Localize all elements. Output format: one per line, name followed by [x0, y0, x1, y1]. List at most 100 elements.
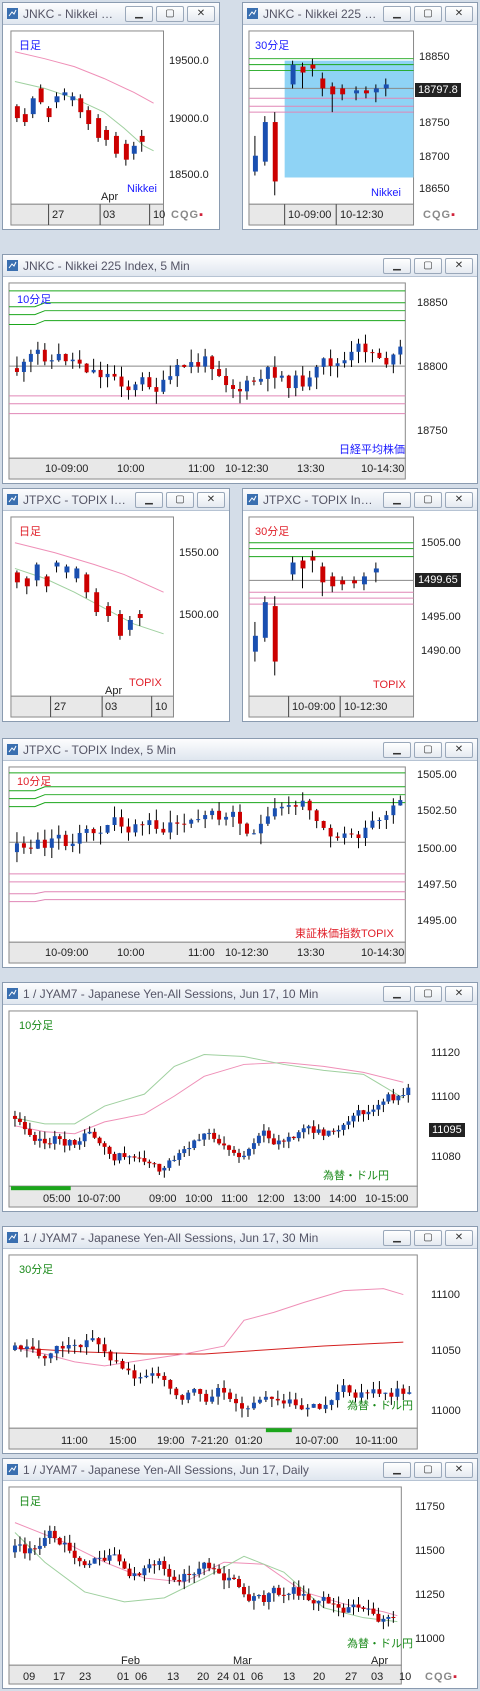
chart-area[interactable]: 10分足 日経平均株価 18850 18800 18750 10-09:00 1… [5, 279, 475, 481]
title-bar[interactable]: 1 / JYAM7 - Japanese Yen-All Sessions, J… [3, 1227, 477, 1249]
close-button[interactable]: ✕ [445, 986, 473, 1002]
candle-body [314, 810, 319, 821]
minimize-button[interactable]: ▁ [383, 986, 411, 1002]
y-axis-label: 19500.0 [169, 55, 209, 67]
chart-area[interactable]: 10分足 東証株価指数TOPIX 1505.00 1502.50 1500.00… [5, 763, 475, 965]
instrument-label: Nikkei [371, 187, 401, 199]
chart-area[interactable]: 日足 Nikkei 19500.0 19000.0 18500.0 Apr 27… [5, 27, 217, 227]
minimize-button[interactable]: ▁ [383, 258, 411, 274]
minimize-button[interactable]: ▁ [383, 492, 411, 508]
x-axis-label: 10:00 [117, 947, 145, 959]
close-button[interactable]: ✕ [445, 492, 473, 508]
chart-area[interactable]: 30分足 為替・ドル円 11100 11050 11000 11:00 15:0… [5, 1251, 475, 1451]
close-button[interactable]: ✕ [197, 492, 225, 508]
chart-area[interactable]: 30分足 Nikkei 18850 18750 18700 18650 1879… [245, 27, 475, 227]
title-bar[interactable]: JTPXC - TOPIX In... ▁ ▢ ✕ [3, 489, 229, 511]
x-axis-label: 10:00 [117, 463, 145, 475]
candle-body [351, 1604, 356, 1608]
window-title: JTPXC - TOPIX Index, 5 Min [23, 743, 176, 757]
candle-body [389, 1392, 394, 1397]
candle-body [391, 1616, 396, 1618]
maximize-button[interactable]: ▢ [414, 742, 442, 758]
candle-body [261, 1595, 266, 1602]
minimize-button[interactable]: ▁ [383, 742, 411, 758]
timeframe-label: 10分足 [17, 776, 52, 788]
maximize-button[interactable]: ▢ [166, 492, 194, 508]
chart-area[interactable]: 日足 為替・ドル円 11750 11500 11250 11000 Feb Ma… [5, 1483, 475, 1686]
candle-body [180, 1395, 185, 1400]
candle-body [72, 1344, 77, 1346]
title-bar[interactable]: JNKC - Nikkei 22... ▁ ▢ ✕ [3, 3, 219, 25]
minimize-button[interactable]: ▁ [383, 6, 411, 22]
minimize-button[interactable]: ▁ [135, 492, 163, 508]
candle-body [36, 1348, 41, 1356]
candles [14, 334, 403, 404]
nikkei-30min-window: JNKC - Nikkei 225 I... ▁ ▢ ✕ [242, 2, 478, 230]
candle-body [240, 1403, 244, 1409]
chart-area[interactable]: 日足 TOPIX 1550.00 1500.00 Apr 27 03 10 [5, 513, 227, 719]
candle-body [279, 806, 284, 809]
candle-body [245, 1408, 250, 1410]
close-button[interactable]: ✕ [445, 258, 473, 274]
chart-app-icon [7, 744, 18, 755]
close-button[interactable]: ✕ [445, 6, 473, 22]
title-bar[interactable]: 1 / JYAM7 - Japanese Yen-All Sessions, J… [3, 1459, 477, 1481]
candle-body [321, 1129, 326, 1136]
candle-body [126, 1368, 131, 1371]
candle-body [381, 1101, 386, 1105]
chart-area[interactable]: 10分足 為替・ドル円 11120 11100 11080 11095 05:0… [5, 1007, 475, 1209]
candle-body [256, 1135, 261, 1144]
candle-body [377, 819, 382, 821]
maximize-button[interactable]: ▢ [414, 1230, 442, 1246]
close-button[interactable]: ✕ [445, 742, 473, 758]
candle-body [112, 1153, 117, 1161]
candle-body [377, 352, 382, 358]
candle-body [32, 1548, 37, 1550]
month-label: Mar [233, 1655, 252, 1667]
title-bar[interactable]: 1 / JYAM7 - Japanese Yen-All Sessions, J… [3, 983, 477, 1005]
candle-body [133, 384, 138, 391]
close-button[interactable]: ✕ [445, 1230, 473, 1246]
y-axis-label: 18750 [417, 425, 448, 437]
minimize-button[interactable]: ▁ [125, 6, 153, 22]
maximize-button[interactable]: ▢ [414, 492, 442, 508]
candle-body [321, 1596, 326, 1601]
candle-body [92, 1131, 97, 1138]
minimize-button[interactable]: ▁ [383, 1230, 411, 1246]
candle-body [266, 1130, 271, 1139]
candle-body [91, 829, 96, 834]
minimize-button[interactable]: ▁ [383, 1462, 411, 1478]
instrument-label: 日経平均株価 [339, 444, 405, 456]
candle-body [137, 1573, 142, 1576]
close-button[interactable]: ✕ [187, 6, 215, 22]
title-bar[interactable]: JNKC - Nikkei 225 I... ▁ ▢ ✕ [243, 3, 477, 25]
chart-area[interactable]: 30分足 TOPIX 1505.00 1495.00 1490.00 1499.… [245, 513, 475, 719]
candle-body [14, 368, 19, 372]
candle-body [244, 823, 249, 834]
title-bar[interactable]: JNKC - Nikkei 225 Index, 5 Min ▁ ▢ ✕ [3, 255, 477, 277]
candle-body [57, 1136, 62, 1139]
x-axis-label: 11:00 [61, 1435, 88, 1447]
maximize-button[interactable]: ▢ [414, 986, 442, 1002]
maximize-button[interactable]: ▢ [414, 1462, 442, 1478]
candle-body [84, 1340, 89, 1348]
candle-body [241, 1586, 246, 1595]
title-bar[interactable]: JTPXC - TOPIX Index, 5 Min ▁ ▢ ✕ [3, 739, 477, 761]
y-axis-label: 19000.0 [169, 113, 209, 125]
nikkei-daily-window: JNKC - Nikkei 22... ▁ ▢ ✕ [2, 2, 220, 230]
maximize-button[interactable]: ▢ [156, 6, 184, 22]
maximize-button[interactable]: ▢ [414, 258, 442, 274]
candle-body [217, 369, 222, 376]
candle-body [396, 1095, 401, 1101]
candle-body [182, 1573, 187, 1582]
candle-body [126, 826, 131, 833]
maximize-button[interactable]: ▢ [414, 6, 442, 22]
close-button[interactable]: ✕ [445, 1462, 473, 1478]
candles [14, 792, 403, 863]
title-bar[interactable]: JTPXC - TOPIX Ind... ▁ ▢ ✕ [243, 489, 477, 511]
candle-body [67, 1139, 72, 1146]
candle-body [335, 363, 340, 366]
candle-body [275, 1398, 280, 1401]
candle-body [112, 373, 117, 377]
timeframe-label: 30分足 [19, 1264, 54, 1276]
